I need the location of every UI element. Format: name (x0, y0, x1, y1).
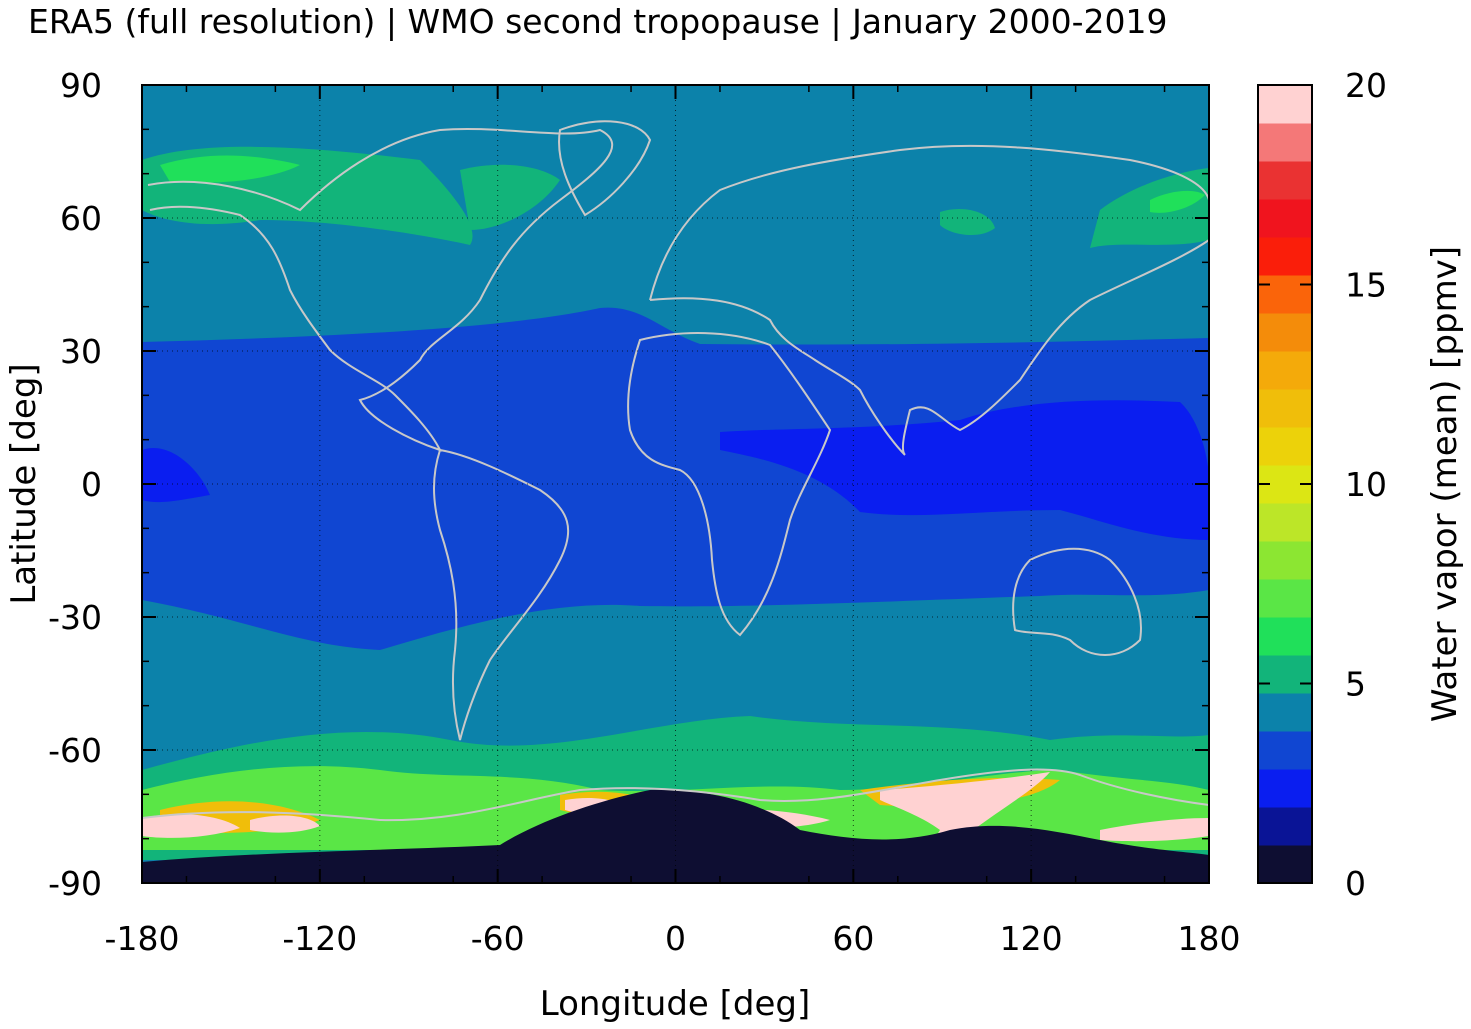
colorbar-tick-label: 10 (1345, 465, 1387, 504)
colorbar-swatch (1258, 199, 1312, 238)
colorbar-swatch (1258, 617, 1312, 656)
colorbar-swatch (1258, 237, 1312, 276)
australia-outline (1012, 547, 1142, 656)
colorbar-tick-label: 20 (1345, 66, 1387, 105)
antarctica-outline (142, 768, 1209, 822)
y-tick-label: 0 (81, 465, 102, 504)
x-tick-label: -60 (471, 919, 525, 958)
arctic-moist-core (160, 155, 1205, 213)
y-tick-label: 30 (60, 332, 102, 371)
y-tick-label: 90 (60, 66, 102, 105)
y-axis-title: Latitude [deg] (4, 363, 44, 604)
colorbar-swatch (1258, 769, 1312, 808)
colorbar-tick-label: 5 (1345, 665, 1366, 704)
south-america-outline (433, 448, 570, 741)
x-axis-title: Longitude [deg] (540, 984, 811, 1024)
colorbar-swatch (1258, 807, 1312, 846)
x-tick-label: 0 (665, 919, 686, 958)
colorbar-swatch (1258, 503, 1312, 542)
arctic-moist-patch-2 (460, 164, 560, 230)
y-axis: 90 60 30 0 -30 -60 -90 (48, 66, 1209, 903)
colorbar-tick-label: 15 (1345, 266, 1387, 305)
north-america-outline (147, 127, 614, 452)
x-tick-label: -180 (105, 919, 180, 958)
colorbar-axis: 0 5 10 15 20 (1258, 66, 1387, 903)
colorbar-swatch (1258, 845, 1312, 884)
greenland-outline (558, 120, 652, 217)
y-tick-label: -90 (48, 864, 102, 903)
chart-title: ERA5 (full resolution) | WMO second trop… (28, 2, 1168, 41)
x-tick-label: 120 (1000, 919, 1063, 958)
grid-lines (142, 85, 1209, 883)
colorbar (1258, 85, 1312, 884)
colorbar-swatch (1258, 351, 1312, 390)
water-vapor-map (142, 85, 1209, 883)
africa-outline (627, 332, 832, 637)
y-tick-label: -30 (48, 598, 102, 637)
colorbar-swatch (1258, 427, 1312, 466)
colorbar-swatch (1258, 693, 1312, 732)
colorbar-swatch (1258, 85, 1312, 124)
coastlines (142, 120, 1209, 822)
x-axis: -180 -120 -60 0 60 120 180 (105, 85, 1241, 958)
colorbar-swatch (1258, 161, 1312, 200)
antarctic-interior (142, 789, 1209, 883)
x-tick-label: 180 (1178, 919, 1241, 958)
colorbar-swatch (1258, 579, 1312, 618)
colorbar-swatch (1258, 541, 1312, 580)
arctic-moist-patch-3 (940, 168, 1209, 248)
colorbar-swatch (1258, 123, 1312, 162)
colorbar-swatch (1258, 313, 1312, 352)
y-tick-label: -60 (48, 731, 102, 770)
x-tick-label: 60 (832, 919, 874, 958)
tropical-minimum (142, 400, 1209, 540)
colorbar-title: Water vapor (mean) [ppmv] (1425, 246, 1465, 722)
eurasia-outline (649, 144, 1209, 456)
colorbar-swatch (1258, 655, 1312, 694)
x-tick-label: -120 (282, 919, 357, 958)
subtropical-band (142, 307, 1209, 650)
colorbar-swatch (1258, 389, 1312, 428)
colorbar-tick-label: 0 (1345, 864, 1366, 903)
colorbar-swatch (1258, 275, 1312, 314)
y-tick-label: 60 (60, 199, 102, 238)
colorbar-swatch (1258, 731, 1312, 770)
